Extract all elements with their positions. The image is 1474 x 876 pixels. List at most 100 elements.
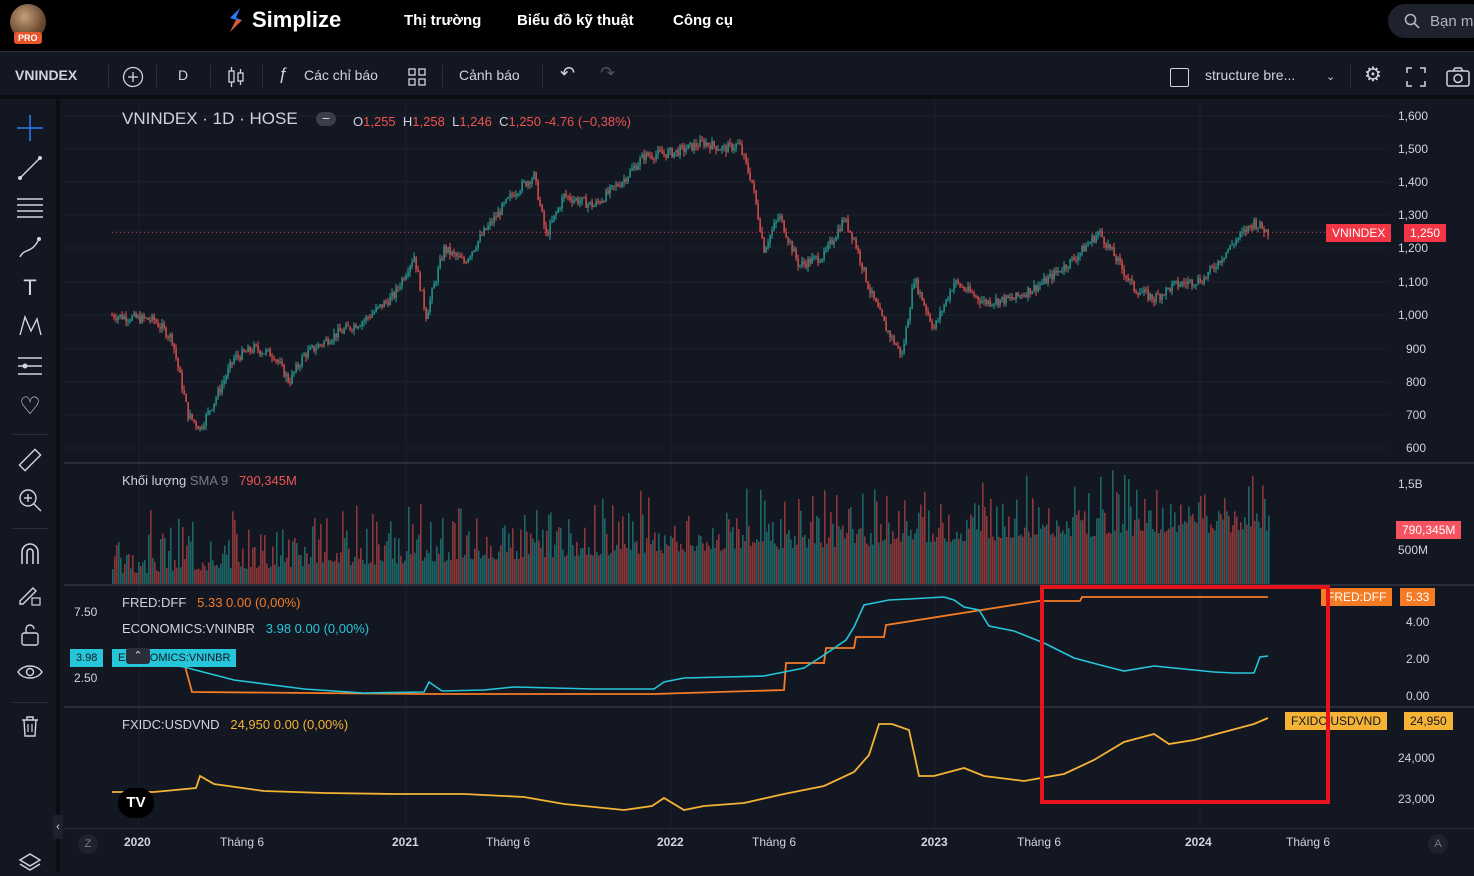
time-axis-label: Tháng 6 [220, 835, 265, 849]
pane-separator[interactable] [64, 706, 1474, 708]
dff-name-tag: FRED:DFF [1321, 588, 1393, 606]
camera-screenshot-icon[interactable] [1446, 67, 1470, 87]
text-tool-icon[interactable]: T [23, 275, 37, 300]
rates-axis-label: 2.00 [1406, 652, 1430, 666]
volume-axis-label: 500M [1398, 543, 1429, 557]
chart-toolbar: VNINDEX D ƒ Các chỉ báo Cảnh báo ↶ ↷ str… [0, 53, 1474, 99]
usdvnd-name-tag: FXIDC:USDVND [1285, 712, 1388, 730]
time-axis-label: 2024 [1185, 835, 1212, 849]
price-axis-label: 600 [1406, 441, 1427, 455]
redo-icon[interactable]: ↷ [600, 63, 616, 83]
time-axis-label: Tháng 6 [486, 835, 531, 849]
brush-icon[interactable] [16, 234, 44, 262]
layers-icon[interactable] [16, 848, 44, 876]
symbol-search-button[interactable]: VNINDEX [15, 67, 78, 83]
lock-icon[interactable] [16, 620, 44, 648]
indicators-button[interactable]: Các chỉ báo [304, 67, 378, 83]
dff-legend[interactable]: FRED:DFF 5.33 0.00 (0,00%) [122, 595, 301, 610]
collapse-toolbar-handle[interactable]: ‹ [53, 815, 63, 839]
price-axis-label: 1,000 [1398, 308, 1429, 322]
main-series-title[interactable]: VNINDEX · 1D · HOSE [122, 109, 298, 128]
vninbr-legend[interactable]: ECONOMICS:VNINBR 3.98 0.00 (0,00%) [122, 621, 370, 636]
magnet-icon[interactable] [16, 540, 44, 568]
pane-separator[interactable] [64, 462, 1474, 464]
compare-add-icon[interactable] [122, 66, 144, 88]
interval-button[interactable]: D [178, 67, 189, 83]
time-axis-label: 2023 [921, 835, 948, 849]
favorites-heart-icon[interactable]: ♡ [19, 392, 41, 420]
price-axis-label: 1,500 [1398, 142, 1429, 156]
zoom-in-icon[interactable] [16, 486, 44, 514]
vninbr-left-value-tag: 3.98 [70, 649, 104, 667]
chart-area[interactable]: VNINDEX · 1D · HOSE − O1,255 H1,258 L1,2… [64, 100, 1474, 872]
price-axis-label: 800 [1406, 375, 1427, 389]
volume-value-tag: 790,345M [1396, 521, 1462, 539]
templates-grid-icon[interactable] [408, 68, 426, 86]
left-axis-label: 7.50 [74, 605, 98, 619]
collapse-arrow-icon[interactable]: ⌃ [126, 648, 150, 664]
lock-drawing-pencil-icon[interactable] [16, 580, 44, 608]
prediction-icon[interactable] [16, 352, 44, 380]
ruler-icon[interactable] [16, 446, 44, 474]
nav-tools[interactable]: Công cụ [673, 12, 733, 29]
price-axis-label: 1,300 [1398, 208, 1429, 222]
last-price-name-tag: VNINDEX [1326, 224, 1392, 242]
simplize-logo[interactable]: Simplize [226, 6, 341, 34]
settings-gear-icon[interactable]: ⚙ [1364, 64, 1382, 86]
nav-market[interactable]: Thị trường [404, 12, 482, 29]
time-axis-label: 2021 [392, 835, 419, 849]
indicators-icon[interactable]: ƒ [278, 64, 288, 83]
highlight-rectangle-drawing[interactable] [1040, 585, 1330, 804]
time-axis-label: Tháng 6 [752, 835, 797, 849]
tradingview-logo[interactable]: TV [118, 788, 154, 818]
volume-axis-label: 1,5B [1398, 477, 1423, 491]
auto-scale-button[interactable]: A [1428, 834, 1448, 854]
rates-axis-label: 4.00 [1406, 615, 1430, 629]
volume-legend[interactable]: Khối lượng SMA 9 790,345M [122, 473, 297, 488]
price-axis-label: 700 [1406, 408, 1427, 422]
fx-axis-label: 23,000 [1398, 792, 1435, 806]
fullscreen-icon[interactable] [1406, 67, 1426, 87]
pane-separator[interactable] [64, 584, 1474, 586]
top-navigation-bar: PRO Simplize Thị trường Biểu đồ kỹ thuật… [0, 0, 1474, 52]
ohlc-values: O1,255 H1,258 L1,246 C1,250 -4.76 (−0,38… [353, 114, 632, 129]
chart-canvas[interactable] [64, 100, 1474, 872]
alerts-button[interactable]: Cảnh báo [459, 67, 520, 83]
price-axis-label: 1,200 [1398, 241, 1429, 255]
log-scale-button[interactable]: Z [78, 834, 98, 854]
search-box[interactable]: Bạn m [1388, 4, 1474, 38]
fx-axis-label: 24,000 [1398, 751, 1435, 765]
time-axis-label: Tháng 6 [1017, 835, 1062, 849]
pro-badge: PRO [14, 32, 42, 44]
price-axis-label: 900 [1406, 342, 1427, 356]
trend-line-icon[interactable] [16, 154, 44, 182]
crosshair-icon[interactable] [16, 114, 44, 142]
search-placeholder: Bạn m [1430, 12, 1474, 30]
layout-square-icon[interactable] [1170, 68, 1189, 87]
last-price-value-tag: 1,250 [1404, 224, 1447, 242]
trash-icon[interactable] [16, 712, 44, 740]
chevron-down-icon[interactable]: ⌄ [1326, 71, 1336, 83]
search-icon [1404, 13, 1420, 29]
collapse-legend-icon[interactable]: − [316, 111, 336, 126]
time-axis-label: Tháng 6 [1286, 835, 1331, 849]
fib-lines-icon[interactable] [16, 194, 44, 222]
candles-icon[interactable] [226, 66, 246, 88]
time-axis[interactable] [64, 828, 1474, 872]
time-axis-label: 2022 [657, 835, 684, 849]
rates-axis-label: 0.00 [1406, 689, 1430, 703]
pattern-icon[interactable] [16, 312, 44, 340]
eye-visibility-icon[interactable] [16, 658, 44, 686]
price-axis-label: 1,600 [1398, 109, 1429, 123]
drawing-toolbar: T ♡ [0, 100, 60, 872]
usdvnd-value-tag: 24,950 [1404, 712, 1453, 730]
undo-icon[interactable]: ↶ [560, 63, 576, 83]
left-axis-label: 2.50 [74, 671, 98, 685]
nav-technical-chart[interactable]: Biểu đồ kỹ thuật [517, 12, 634, 29]
logo-text: Simplize [252, 7, 342, 32]
price-axis-label: 1,100 [1398, 275, 1429, 289]
dff-value-tag: 5.33 [1400, 588, 1436, 606]
usdvnd-legend[interactable]: FXIDC:USDVND 24,950 0.00 (0,00%) [122, 717, 349, 732]
layout-name[interactable]: structure bre... [1205, 67, 1296, 83]
price-axis-label: 1,400 [1398, 175, 1429, 189]
